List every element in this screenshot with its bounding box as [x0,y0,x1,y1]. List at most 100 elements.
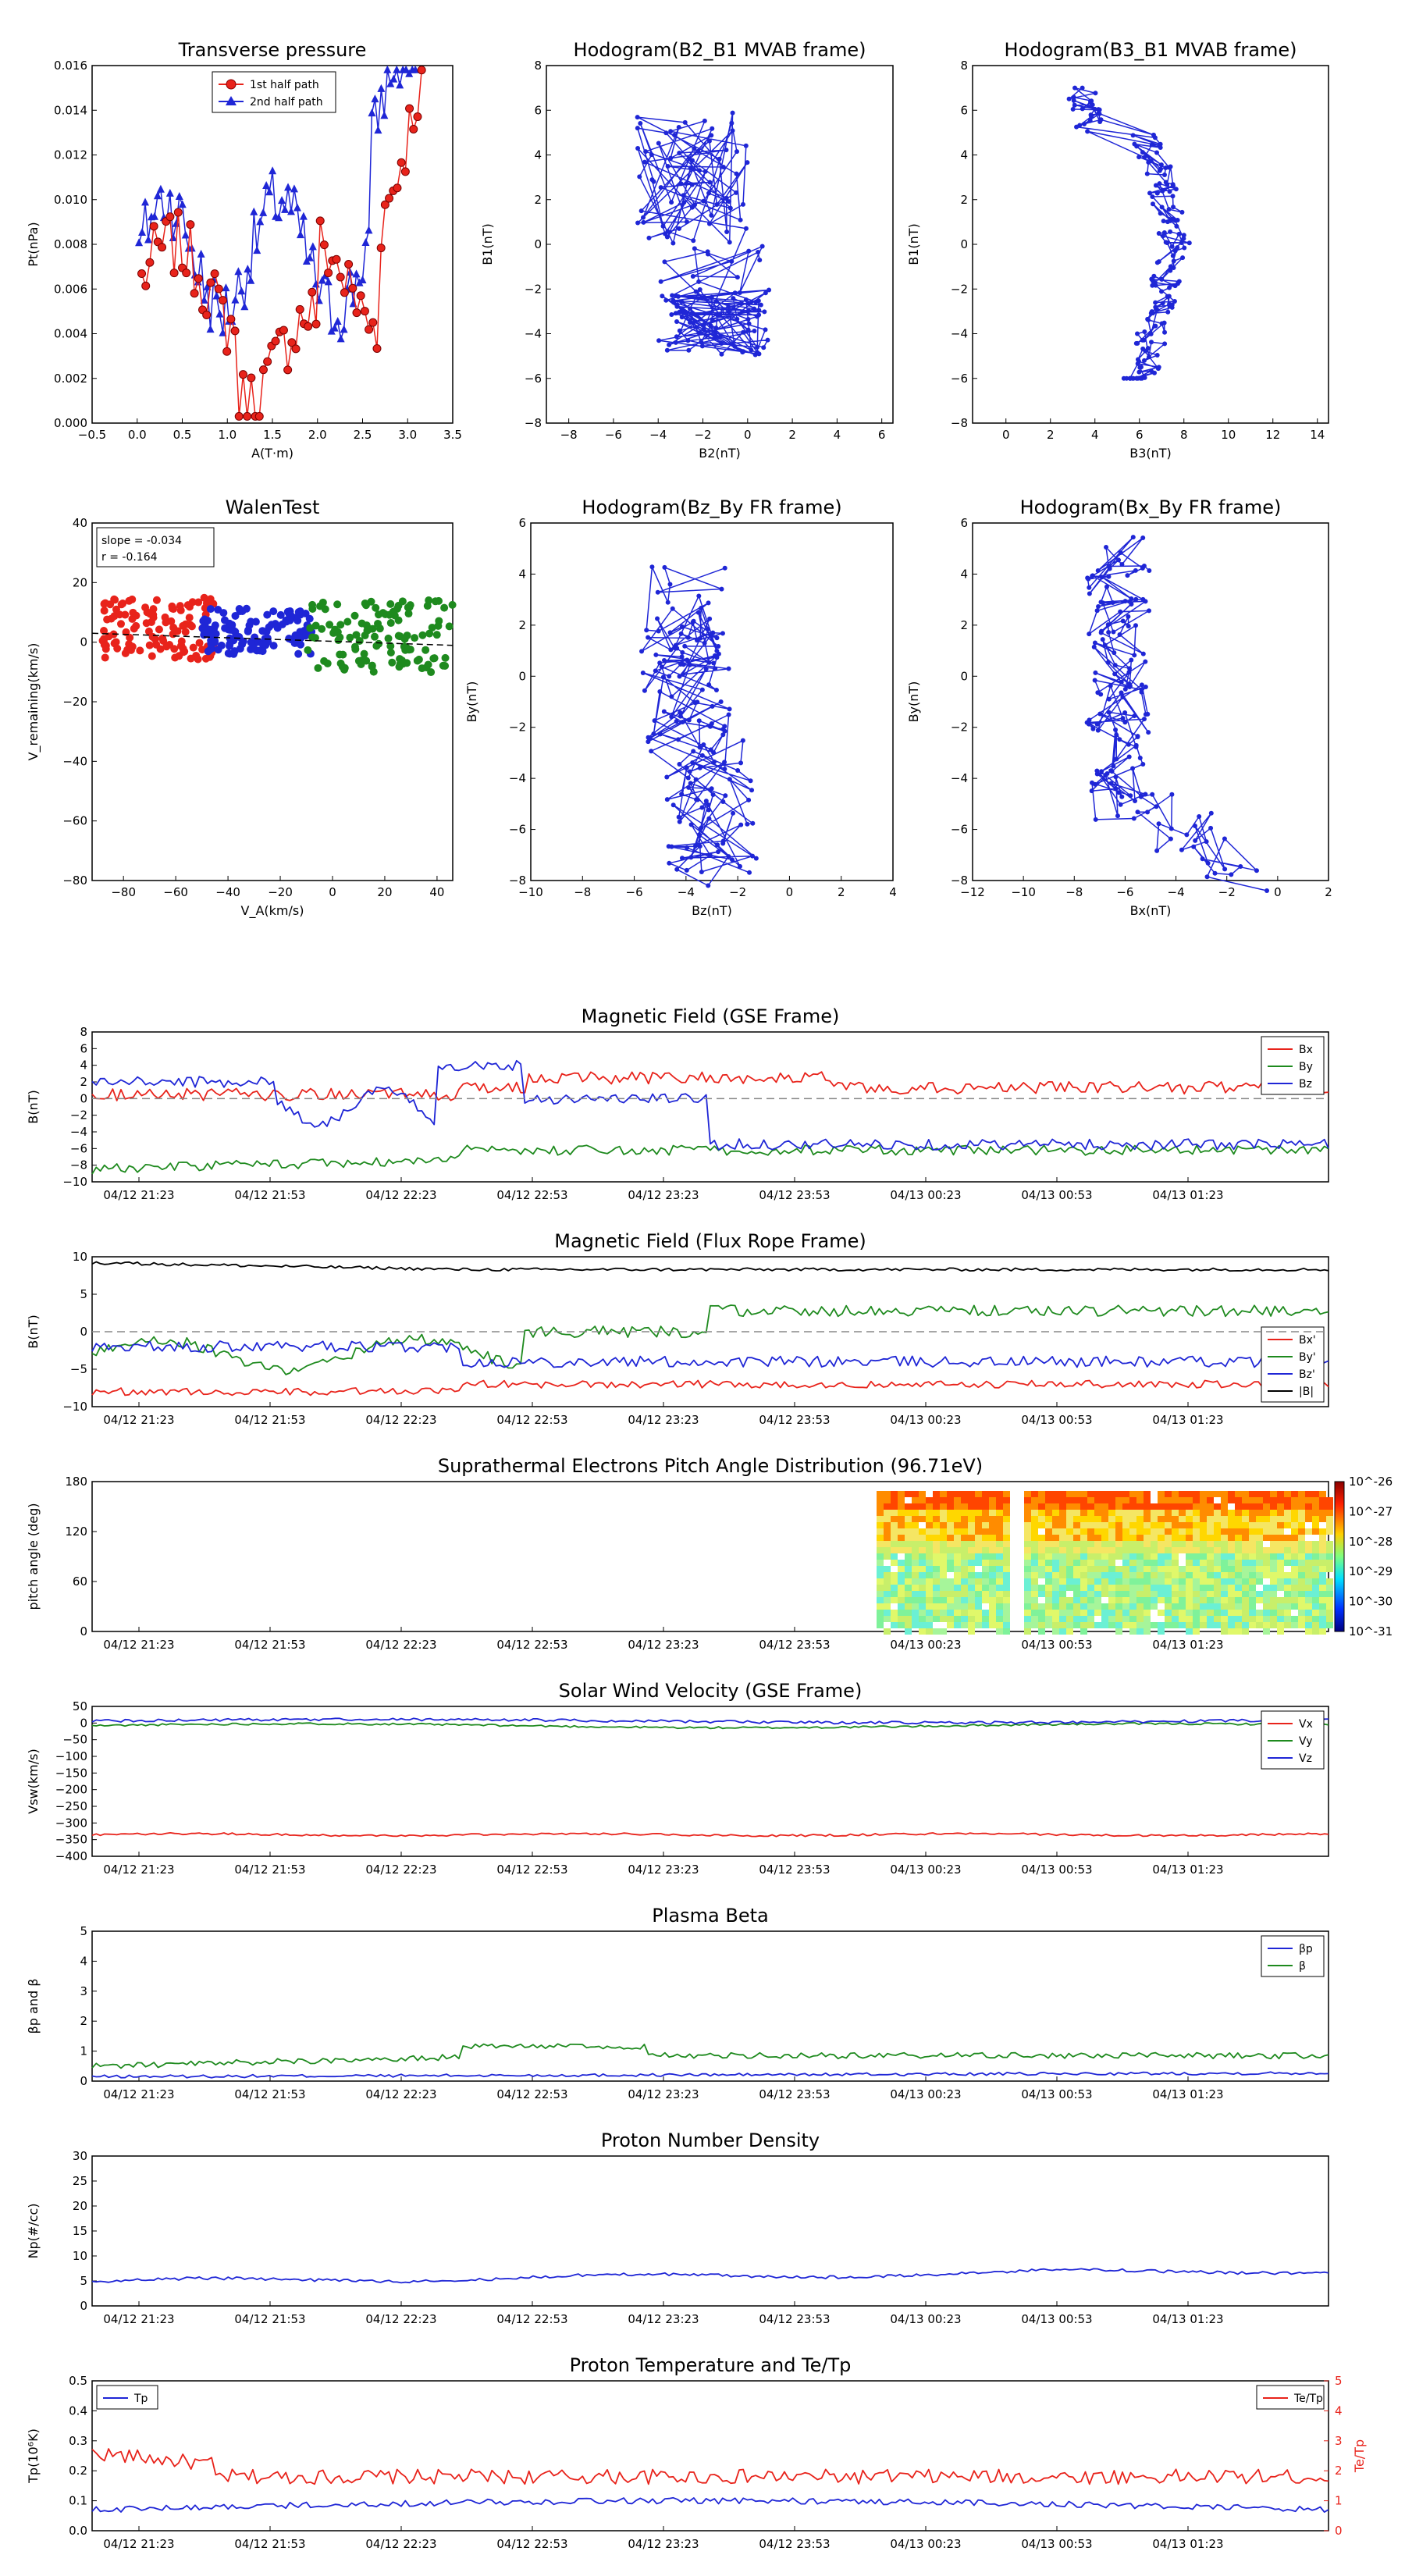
hodogram-point [1130,375,1136,381]
heatmap-cell [926,1578,933,1585]
heatmap-cell [1284,1503,1291,1510]
marker-2nd-half-path [299,212,308,220]
heatmap-cell [1122,1535,1129,1541]
heatmap-cell [961,1610,968,1616]
hodogram-point [690,273,695,279]
heatmap-cell [1101,1603,1108,1610]
heatmap-cell [940,1585,947,1591]
hodogram-point [675,737,681,742]
heatmap-cell [933,1503,940,1510]
axes-frame [91,1031,1329,1183]
marker-1st-half-path [385,194,394,203]
heatmap-cell [1052,1510,1059,1516]
walen-point [101,653,109,662]
heatmap-cell [926,1522,933,1528]
hodogram-point [663,130,669,136]
heatmap-cell [989,1597,996,1603]
hodogram-point [1071,94,1076,100]
legend-label: βp [1299,1943,1313,1955]
walen-point [306,624,315,632]
heatmap-cell [1045,1516,1052,1522]
marker-1st-half-path [336,272,345,282]
heatmap-cell [1045,1603,1052,1610]
x-tick-label: 04/12 23:23 [628,2537,699,2551]
hodogram-point [699,605,704,610]
hodogram-point [691,238,696,244]
heatmap-cell [1073,1610,1080,1616]
heatmap-cell [1263,1522,1270,1528]
heatmap-cell [1312,1591,1319,1597]
heatmap-cell [1165,1497,1172,1503]
walen-point [148,652,156,660]
heatmap-cell [1214,1610,1221,1616]
heatmap-cell [1003,1560,1010,1566]
heatmap-cell [1291,1516,1298,1522]
hodogram-point [1086,576,1091,582]
heatmap-cell [933,1572,940,1578]
heatmap-cell [1144,1503,1151,1510]
heatmap-cell [1059,1591,1066,1597]
hodogram-point [687,662,692,667]
hodogram-point [1130,766,1136,771]
heatmap-cell [1186,1566,1193,1572]
heatmap-cell [982,1516,989,1522]
x-tick-label: 4 [1091,428,1099,442]
hodogram-point [1140,337,1145,343]
walen-point [411,634,419,642]
heatmap-cell [1263,1528,1270,1535]
heatmap-cell [919,1597,926,1603]
heatmap-cell [940,1591,947,1597]
heatmap-cell [1045,1597,1052,1603]
hodogram-point [1147,354,1152,360]
heatmap-cell [1073,1541,1080,1547]
heatmap-cell [891,1547,898,1553]
hodogram-point [1150,194,1155,200]
walen-point [360,649,368,658]
walen-point [365,624,373,633]
heatmap-cell [1136,1560,1144,1566]
hodogram-point [729,120,735,126]
heatmap-cell [1186,1622,1193,1628]
heatmap-cell [1249,1566,1256,1572]
hodogram-point [661,658,667,664]
heatmap-cell [1038,1560,1045,1566]
heatmap-cell [1298,1560,1305,1566]
x-tick-label: 0 [786,885,794,899]
heatmap-cell [947,1510,954,1516]
heatmap-cell [1094,1510,1101,1516]
heatmap-cell [1200,1566,1207,1572]
x-tick-label: 04/12 23:53 [759,2312,830,2326]
heatmap-cell [1052,1491,1059,1497]
y-tick-label: 3 [80,1984,87,1998]
heatmap-cell [1094,1610,1101,1616]
hodogram-point [1080,106,1085,112]
heatmap-cell [1080,1547,1087,1553]
heatmap-cell [898,1510,905,1516]
heatmap-cell [1256,1510,1263,1516]
hodogram-point [1110,600,1115,606]
marker-2nd-half-path [172,219,180,227]
heatmap-cell [919,1622,926,1628]
walen-point [361,599,369,607]
heatmap-cell [1270,1497,1277,1503]
hodogram-point [709,786,714,792]
hodogram-point [1113,786,1119,792]
hodogram-point [1148,331,1154,336]
panel-h1 [546,65,894,424]
marker-1st-half-path [308,287,317,297]
heatmap-cell [1242,1610,1249,1616]
heatmap-cell [1045,1616,1052,1622]
hodogram-point [1146,159,1151,165]
heatmap-cell [1031,1491,1038,1497]
hodogram-point [686,347,692,353]
heatmap-cell [1165,1603,1172,1610]
hodogram-point [673,340,678,345]
heatmap-cell [1291,1522,1298,1528]
y-tick-label: −6 [951,372,968,386]
heatmap-cell [1052,1516,1059,1522]
hodogram-point [679,624,685,629]
heatmap-cell [1193,1566,1200,1572]
heatmap-cell [968,1603,975,1610]
heatmap-cell [1094,1578,1101,1585]
heatmap-cell [1172,1585,1179,1591]
